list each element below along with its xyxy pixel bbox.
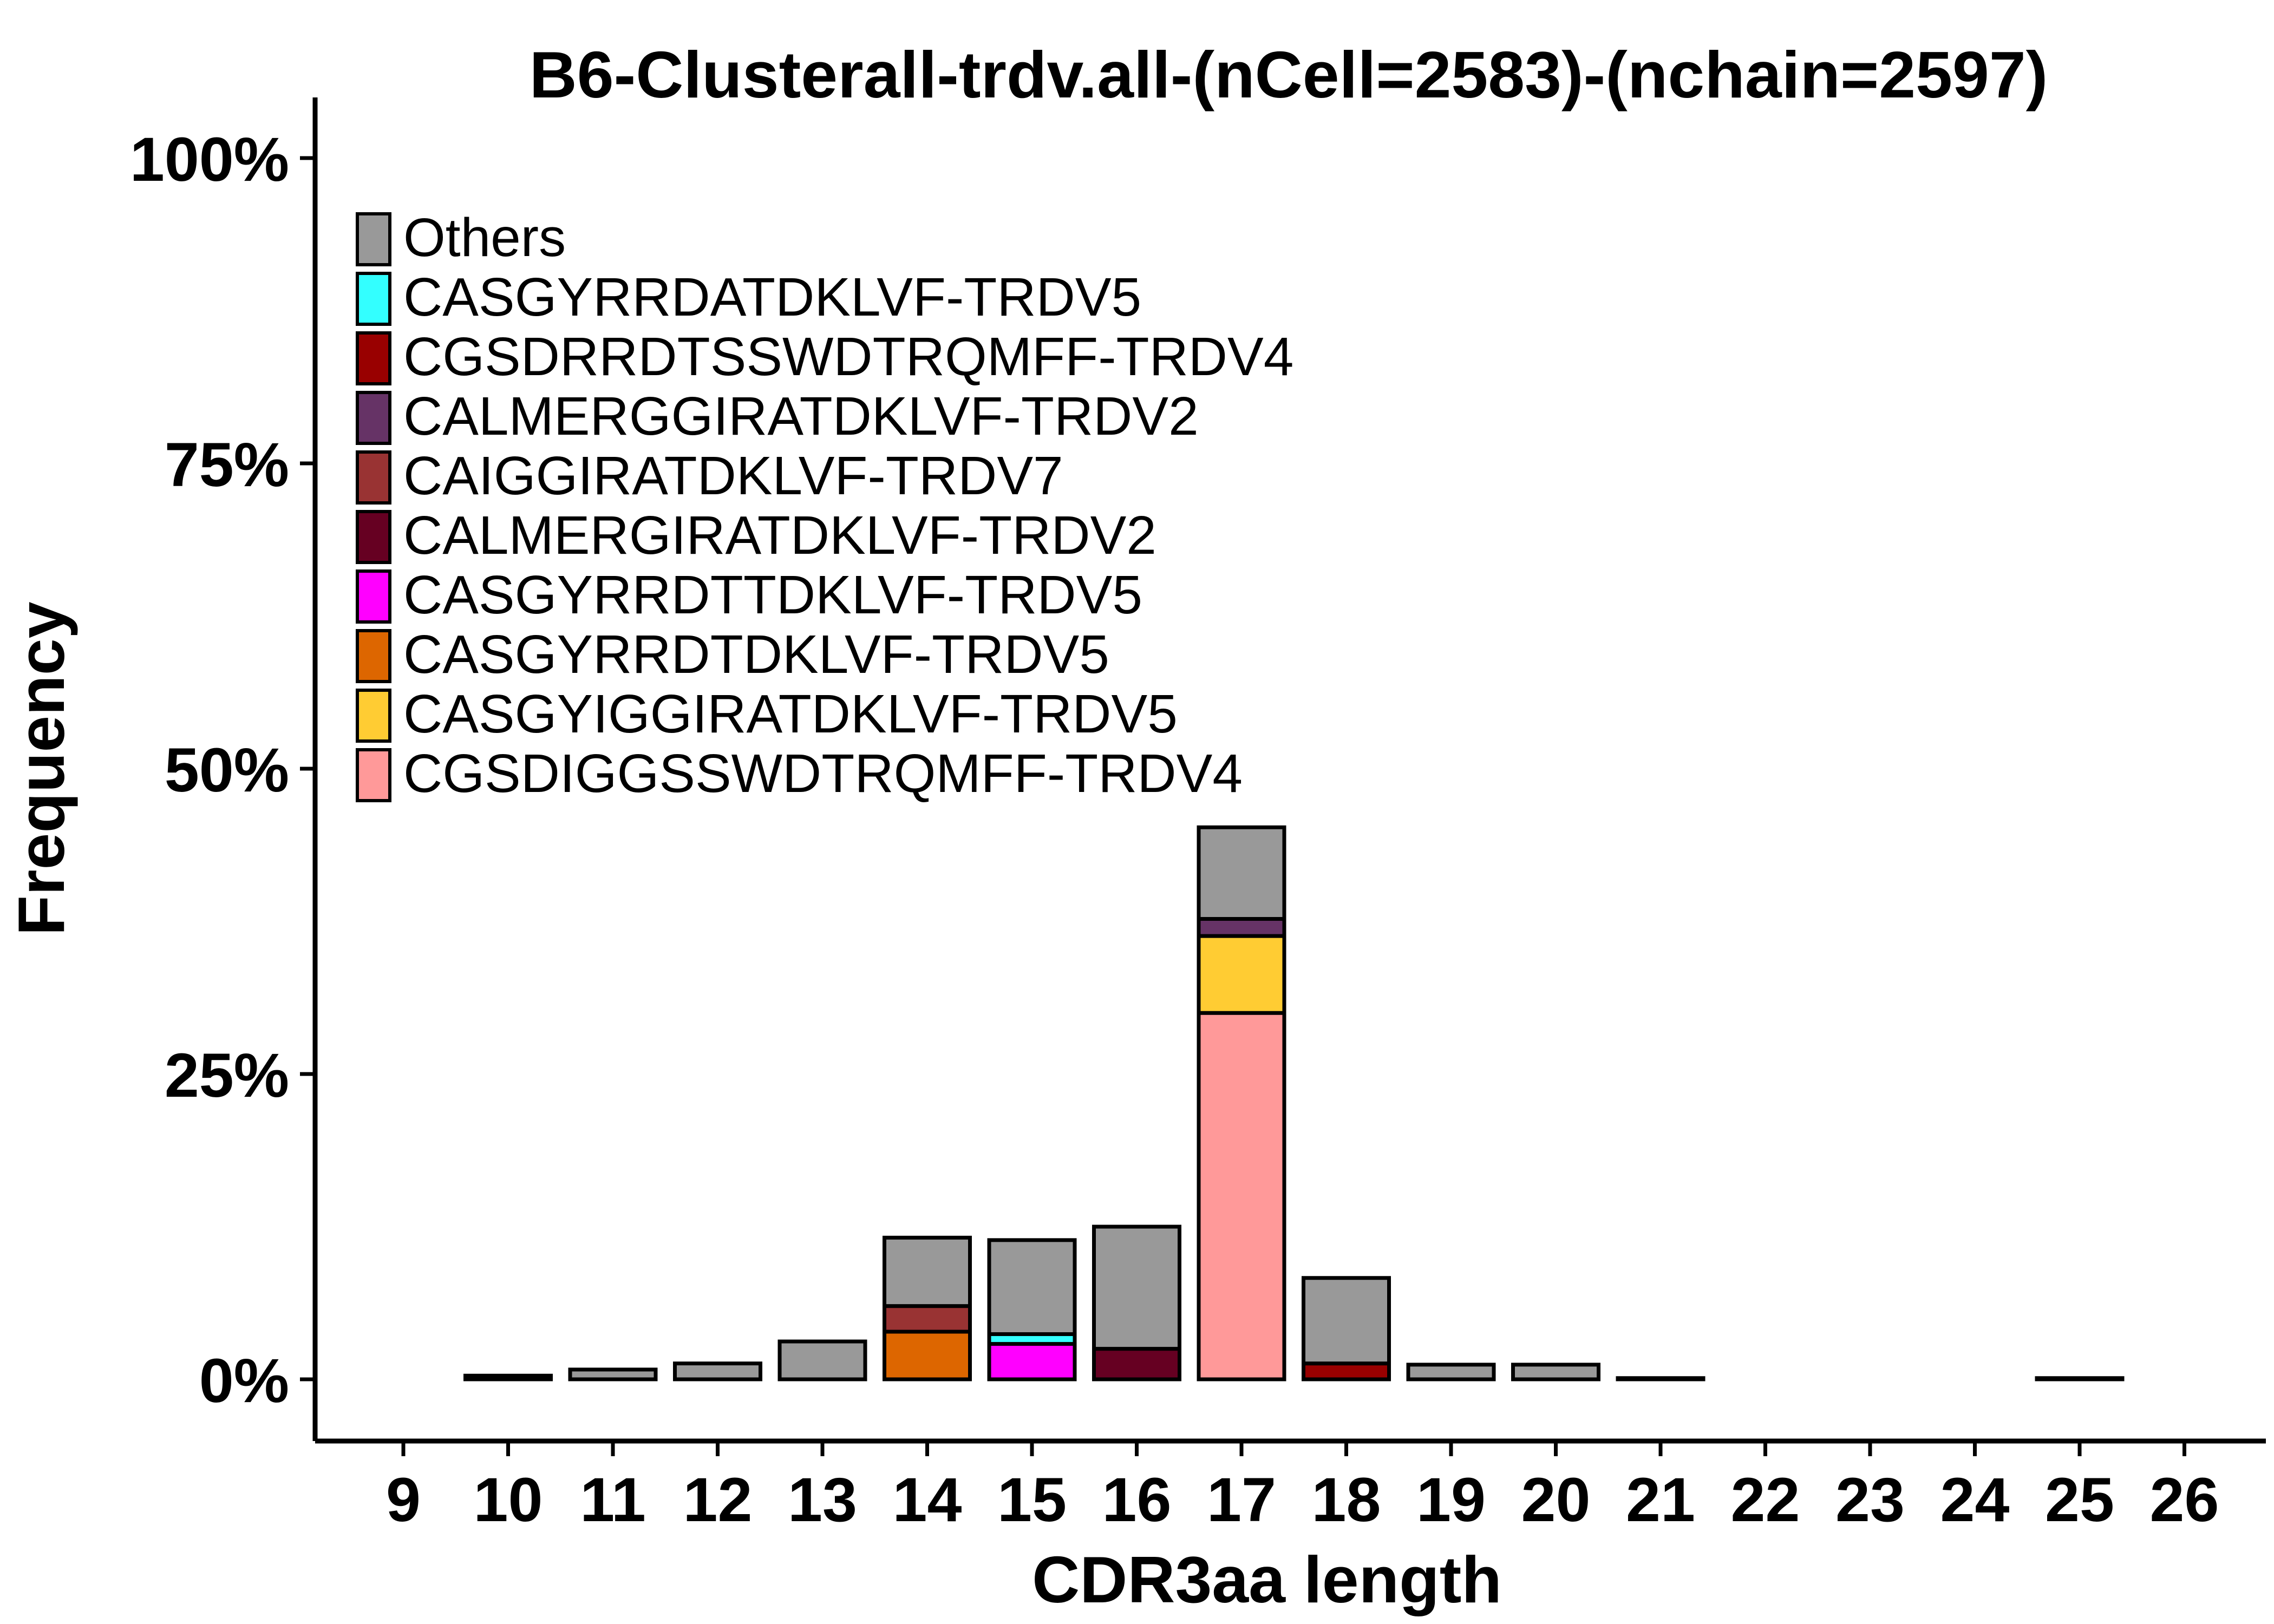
bar-segment-15-casgyrrdttdklvf-trdv5 <box>987 1342 1077 1381</box>
x-tick-label: 24 <box>1940 1465 2010 1535</box>
x-tick-label: 23 <box>1835 1465 1905 1535</box>
y-tick-label: 25% <box>165 1041 289 1110</box>
chart-title: B6-Clusterall-trdv.all-(nCell=2583)-(nch… <box>530 38 2048 112</box>
legend-key-cgsdrrdtsswdtrqmff-trdv4 <box>356 331 391 385</box>
legend-label-calmergiratdklvf-trdv2: CALMERGIRATDKLVF-TRDV2 <box>403 505 1156 566</box>
bar-segment-18-others <box>1302 1276 1391 1366</box>
bar-segment-16-others <box>1092 1224 1181 1351</box>
bar-segment-17-cgsdiggsswdtrqmff-trdv4 <box>1197 1011 1286 1381</box>
bar-segment-14-casgyrrdtdklvf-trdv5 <box>883 1330 972 1381</box>
y-tick-label: 50% <box>165 736 289 805</box>
bar-segment-18-cgsdrrdtsswdtrqmff-trdv4 <box>1302 1361 1391 1381</box>
bar-segment-11-others <box>568 1367 658 1381</box>
x-tick-label: 26 <box>2150 1465 2219 1535</box>
x-tick-label: 22 <box>1731 1465 1800 1535</box>
legend-key-caiggiratdklvf-trdv7 <box>356 450 391 505</box>
bar-segment-12-others <box>673 1361 762 1381</box>
legend-key-others <box>356 212 391 266</box>
legend-key-casgyrrdtdklvf-trdv5 <box>356 629 391 683</box>
y-axis-title: Frequency <box>4 601 78 935</box>
x-tick-label: 12 <box>683 1465 753 1535</box>
bar-segment-13-others <box>777 1339 867 1381</box>
legend-label-casgyiggiratdklvf-trdv5: CASGYIGGIRATDKLVF-TRDV5 <box>403 684 1178 744</box>
legend-label-casgyrrdttdklvf-trdv5: CASGYRRDTTDKLVF-TRDV5 <box>403 565 1142 625</box>
x-tick-label: 17 <box>1207 1465 1276 1535</box>
bar-segment-10-others <box>463 1373 553 1381</box>
x-tick-label: 10 <box>474 1465 543 1535</box>
bars-group <box>463 825 2125 1381</box>
axes-group: 0% 25% 50% 75% 100% 9 10 11 12 13 14 15 16 17 18 19 20 21… <box>130 97 2266 1535</box>
bar-segment-14-caiggiratdklvf-trdv7 <box>883 1304 972 1334</box>
bar-segment-17-calmerggiratdklvf-trdv2 <box>1197 916 1286 938</box>
bar-segment-17-others <box>1197 825 1286 921</box>
x-tick-label: 25 <box>2045 1465 2114 1535</box>
bar-segment-16-calmergiratdklvf-trdv2 <box>1092 1347 1181 1381</box>
legend-label-cgsdrrdtsswdtrqmff-trdv4: CGSDRRDTSSWDTRQMFF-TRDV4 <box>403 326 1293 387</box>
x-axis-title: CDR3aa length <box>1032 1543 1502 1616</box>
x-tick-label: 20 <box>1521 1465 1591 1535</box>
x-tick-label: 13 <box>788 1465 857 1535</box>
legend-label-calmerggiratdklvf-trdv2: CALMERGGIRATDKLVF-TRDV2 <box>403 386 1199 447</box>
x-tick-label: 15 <box>997 1465 1067 1535</box>
legend-key-calmergiratdklvf-trdv2 <box>356 510 391 564</box>
x-tick-label: 14 <box>893 1465 962 1535</box>
bar-segment-19-others <box>1406 1363 1496 1381</box>
x-tick-label: 16 <box>1102 1465 1172 1535</box>
legend-label-casgyrrdatdklvf-trdv5: CASGYRRDATDKLVF-TRDV5 <box>403 267 1141 328</box>
legend-label-casgyrrdtdklvf-trdv5: CASGYRRDTDKLVF-TRDV5 <box>403 624 1109 685</box>
y-tick-label: 100% <box>130 125 289 194</box>
bar-segment-21-others <box>1616 1376 1706 1381</box>
x-tick-label: 11 <box>580 1465 646 1535</box>
bar-segment-17-casgyiggiratdklvf-trdv5 <box>1197 934 1286 1015</box>
x-tick-label: 9 <box>386 1465 421 1535</box>
bar-segment-20-others <box>1511 1363 1600 1381</box>
x-tick-label: 19 <box>1416 1465 1486 1535</box>
legend-label-others: Others <box>403 207 566 268</box>
legend-label-caiggiratdklvf-trdv7: CAIGGIRATDKLVF-TRDV7 <box>403 446 1063 506</box>
legend-key-casgyrrdatdklvf-trdv5 <box>356 272 391 326</box>
legend-key-cgsdiggsswdtrqmff-trdv4 <box>356 748 391 802</box>
legend: OthersCASGYRRDATDKLVF-TRDV5CGSDRRDTSSWDT… <box>356 207 1293 804</box>
legend-label-cgsdiggsswdtrqmff-trdv4: CGSDIGGSSWDTRQMFF-TRDV4 <box>403 743 1243 804</box>
bar-segment-25-others <box>2035 1376 2125 1381</box>
legend-key-casgyrrdttdklvf-trdv5 <box>356 569 391 624</box>
x-tick-label: 18 <box>1312 1465 1381 1535</box>
bar-segment-15-others <box>987 1238 1077 1337</box>
bar-segment-14-others <box>883 1235 972 1308</box>
y-tick-label: 75% <box>165 430 289 500</box>
y-tick-label: 0% <box>199 1346 289 1416</box>
legend-key-casgyiggiratdklvf-trdv5 <box>356 689 391 743</box>
legend-key-calmerggiratdklvf-trdv2 <box>356 391 391 445</box>
x-tick-label: 21 <box>1626 1465 1695 1535</box>
